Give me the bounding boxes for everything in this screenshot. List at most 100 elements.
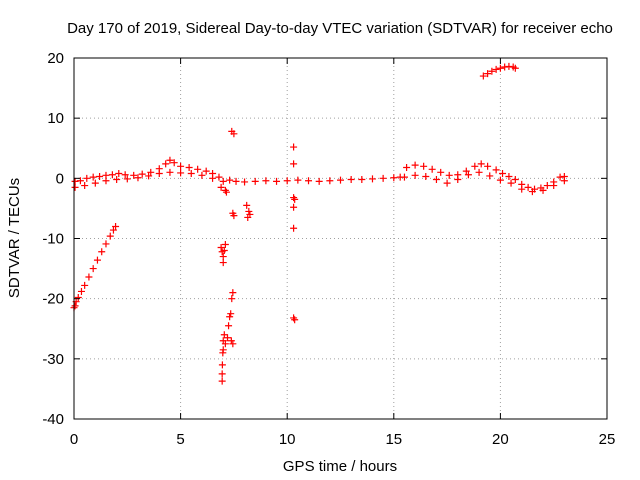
data-point [230, 130, 238, 138]
data-point [379, 174, 387, 182]
data-point [108, 171, 116, 179]
data-point [291, 195, 299, 203]
data-point [420, 162, 428, 170]
data-point [166, 156, 174, 164]
y-tick-label: 20 [47, 50, 64, 67]
data-point [528, 188, 536, 196]
data-point [232, 177, 240, 185]
data-point [428, 165, 436, 173]
data-point [155, 170, 163, 178]
data-point [106, 232, 114, 240]
data-point [496, 176, 504, 184]
data-point [134, 174, 142, 182]
data-point [220, 247, 228, 255]
data-point [539, 186, 547, 194]
x-tick-label: 10 [279, 431, 296, 448]
data-point [315, 177, 323, 185]
data-point [194, 165, 202, 173]
data-point [390, 174, 398, 182]
data-point [477, 160, 485, 168]
series-3 [479, 62, 519, 80]
data-point [291, 316, 299, 324]
data-point [219, 346, 227, 354]
data-point [93, 256, 101, 264]
data-point [225, 322, 233, 330]
y-tick-label: -30 [42, 351, 64, 368]
plot-frame [73, 57, 608, 420]
data-point [518, 185, 526, 193]
data-point [218, 370, 226, 378]
data-point [96, 173, 104, 181]
data-point [422, 173, 430, 181]
data-point [229, 289, 237, 297]
data-point [337, 176, 344, 184]
data-point [130, 171, 138, 179]
data-point [246, 210, 254, 218]
data-point [109, 226, 117, 234]
data-point [524, 183, 532, 191]
data-point [226, 313, 234, 321]
data-point [227, 310, 235, 318]
data-point [166, 168, 174, 176]
data-point [486, 172, 494, 180]
data-layer [70, 62, 568, 385]
data-point [400, 173, 408, 181]
data-point [273, 177, 281, 185]
data-point [511, 176, 519, 184]
data-point [454, 176, 462, 184]
data-point [218, 361, 226, 369]
data-point [89, 173, 97, 181]
series-4 [217, 127, 254, 385]
data-point [496, 64, 504, 72]
data-point [102, 240, 110, 248]
data-point [475, 168, 483, 176]
data-point [550, 182, 558, 190]
series-1 [71, 168, 568, 196]
grid [74, 58, 607, 419]
data-point [411, 161, 419, 169]
data-point [147, 168, 155, 176]
data-point [358, 176, 366, 184]
data-point [112, 222, 120, 230]
data-point [543, 182, 551, 190]
data-point [241, 178, 249, 186]
data-point [229, 340, 237, 348]
data-point [228, 295, 236, 303]
data-point [556, 173, 564, 181]
data-point [230, 212, 238, 220]
x-tick-label: 0 [70, 431, 78, 448]
data-point [505, 173, 513, 181]
data-point [219, 177, 227, 185]
data-point [218, 377, 226, 385]
data-point [445, 171, 453, 179]
data-point [209, 174, 217, 182]
data-point [220, 331, 228, 339]
data-point [290, 143, 298, 151]
data-point [262, 177, 270, 185]
data-point [251, 177, 259, 185]
x-axis-label: GPS time / hours [283, 458, 397, 475]
data-point [492, 65, 500, 73]
data-point [77, 287, 85, 295]
y-tick-label: -20 [42, 291, 64, 308]
data-point [411, 171, 419, 179]
data-point [484, 162, 492, 170]
data-point [113, 176, 121, 184]
x-tick-label: 15 [385, 431, 402, 448]
data-point [138, 170, 146, 178]
data-point [492, 166, 500, 174]
data-point [290, 194, 298, 202]
chart-title: Day 170 of 2019, Sidereal Day-to-day VTE… [67, 20, 613, 37]
data-point [83, 174, 91, 182]
data-point [98, 248, 106, 256]
data-point [217, 183, 225, 191]
data-point [89, 265, 97, 273]
data-point [283, 177, 291, 185]
data-point [85, 273, 93, 281]
data-point [123, 175, 131, 183]
series-0 [71, 156, 568, 193]
data-point [437, 168, 445, 176]
data-point [294, 176, 302, 184]
data-point [91, 179, 99, 187]
